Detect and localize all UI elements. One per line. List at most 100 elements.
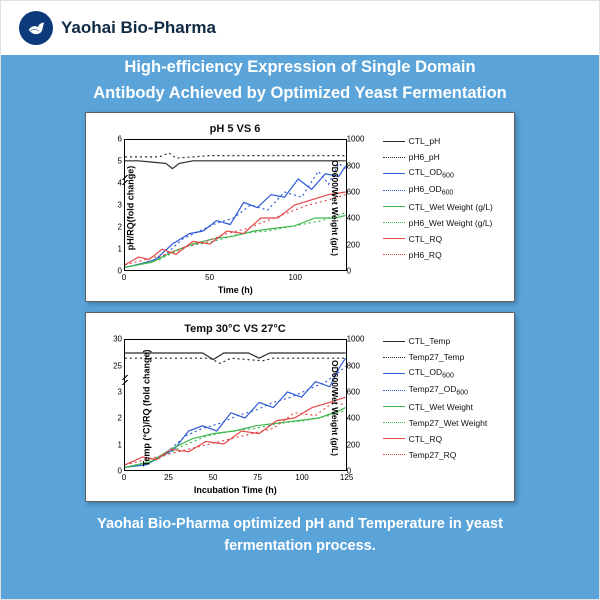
y-ticks-left: 0123456 [108, 139, 122, 271]
legend-swatch [383, 190, 405, 191]
legend-label: Temp27_Temp [409, 352, 465, 362]
tick-label: 5 [118, 157, 122, 166]
series-svg [125, 140, 346, 270]
legend-item: pH6_pH [383, 151, 508, 163]
y-axis-label-left: Temp (°C)/RQ (fold change) [141, 350, 151, 467]
legend-label: pH6_OD600 [409, 184, 454, 197]
tick-label: 200 [347, 440, 360, 449]
tick-label: 800 [347, 161, 360, 170]
chart-title: pH 5 VS 6 [90, 123, 380, 135]
legend-swatch [383, 254, 405, 255]
headline: High-efficiency Expression of Single Dom… [11, 55, 589, 106]
tick-label: 600 [347, 387, 360, 396]
y-ticks-left: 01232530 [108, 339, 122, 471]
brand-name: Yaohai Bio-Pharma [61, 18, 216, 38]
tick-label: 1000 [347, 335, 365, 344]
tick-label: 400 [347, 414, 360, 423]
legend-label: Temp27_RQ [409, 450, 457, 460]
legend-label: Temp27_OD600 [409, 384, 468, 397]
caption: Yaohai Bio-Pharma optimized pH and Tempe… [11, 514, 589, 558]
tick-label: 3 [118, 387, 122, 396]
legend-label: Temp27_Wet Weight [409, 418, 488, 428]
legend-swatch [383, 222, 405, 223]
tick-label: 4 [118, 179, 122, 188]
legend-label: CTL_RQ [409, 234, 443, 244]
legend-item: CTL_RQ [383, 433, 508, 445]
legend: CTL_Temp Temp27_Temp CTL_OD600 Temp27_OD600… [379, 319, 510, 497]
tick-label: 100 [289, 273, 302, 282]
infographic-page: Yaohai Bio-Pharma High-efficiency Expres… [0, 0, 600, 600]
plot-area [124, 339, 347, 471]
tick-label: 100 [295, 473, 308, 482]
y-axis-label-right: OD600/Wet Weight (g/L) [330, 160, 340, 256]
tick-label: 2 [118, 223, 122, 232]
tick-label: 0 [347, 267, 351, 276]
brand-bar: Yaohai Bio-Pharma [11, 7, 589, 49]
chart-stack: pH 5 VS 6 pH/RQ(fold change) OD600/Wet Wei… [11, 112, 589, 502]
axis-break-icon [122, 375, 128, 385]
tick-label: 0 [122, 473, 126, 482]
legend-swatch [383, 373, 405, 374]
y-axis-label-right: OD600/Wet Weight (g/L) [330, 360, 340, 456]
y-ticks-right: 02004006008001000 [347, 139, 361, 271]
legend-label: CTL_OD600 [409, 367, 454, 380]
legend-swatch [383, 238, 405, 239]
legend-item: pH6_OD600 [383, 184, 508, 197]
tick-label: 3 [118, 201, 122, 210]
series-line [125, 192, 346, 265]
legend-swatch [383, 341, 405, 342]
tick-label: 6 [118, 135, 122, 144]
tick-label: 75 [253, 473, 262, 482]
legend-item: CTL_OD600 [383, 367, 508, 380]
legend-label: pH6_RQ [409, 250, 442, 260]
legend-item: CTL_OD600 [383, 167, 508, 180]
tick-label: 600 [347, 187, 360, 196]
y-axis-label-left: pH/RQ(fold change) [125, 166, 135, 251]
legend-swatch [383, 173, 405, 174]
legend-item: CTL_Temp [383, 335, 508, 347]
series-line [125, 403, 346, 465]
series-line [125, 216, 346, 268]
legend-label: CTL_Wet Weight [409, 402, 473, 412]
legend-swatch [383, 357, 405, 358]
series-svg [125, 340, 346, 470]
series-line [125, 161, 346, 169]
x-ticks: 0 50 100 [124, 273, 347, 283]
legend-swatch [383, 390, 405, 391]
tick-label: 0 [122, 273, 126, 282]
legend-item: CTL_RQ [383, 233, 508, 245]
tick-label: 125 [340, 473, 353, 482]
chart-card-temp: Temp 30°C VS 27°CTemp (°C)/RQ (fold chan… [85, 312, 515, 502]
legend-item: pH6_RQ [383, 249, 508, 261]
series-line [125, 195, 346, 265]
x-axis-label: Incubation Time (h) [124, 485, 347, 495]
legend-swatch [383, 141, 405, 142]
x-axis-label: Time (h) [124, 285, 347, 295]
tick-label: 50 [209, 473, 218, 482]
series-line [125, 358, 346, 363]
x-ticks: 0255075100125 [124, 473, 347, 483]
legend-item: Temp27_OD600 [383, 384, 508, 397]
brand-logo [19, 11, 53, 45]
tick-label: 25 [164, 473, 173, 482]
tick-label: 50 [205, 273, 214, 282]
dove-icon [25, 17, 47, 39]
series-line [125, 366, 346, 467]
tick-label: 1 [118, 245, 122, 254]
plot-wrap: pH 5 VS 6 pH/RQ(fold change) OD600/Wet Wei… [90, 119, 379, 297]
legend-label: CTL_RQ [409, 434, 443, 444]
tick-label: 800 [347, 361, 360, 370]
legend-label: pH6_pH [409, 152, 440, 162]
caption-line-2: fermentation process. [224, 538, 376, 554]
legend-swatch [383, 406, 405, 407]
legend-label: CTL_Wet Weight (g/L) [409, 202, 493, 212]
y-ticks-right: 02004006008001000 [347, 339, 361, 471]
legend-swatch [383, 206, 405, 207]
tick-label: 30 [113, 335, 122, 344]
legend-label: CTL_OD600 [409, 167, 454, 180]
legend-item: CTL_Wet Weight (g/L) [383, 201, 508, 213]
legend-label: pH6_Wet Weight (g/L) [409, 218, 493, 228]
series-line [125, 358, 346, 467]
tick-label: 1 [118, 440, 122, 449]
tick-label: 200 [347, 240, 360, 249]
